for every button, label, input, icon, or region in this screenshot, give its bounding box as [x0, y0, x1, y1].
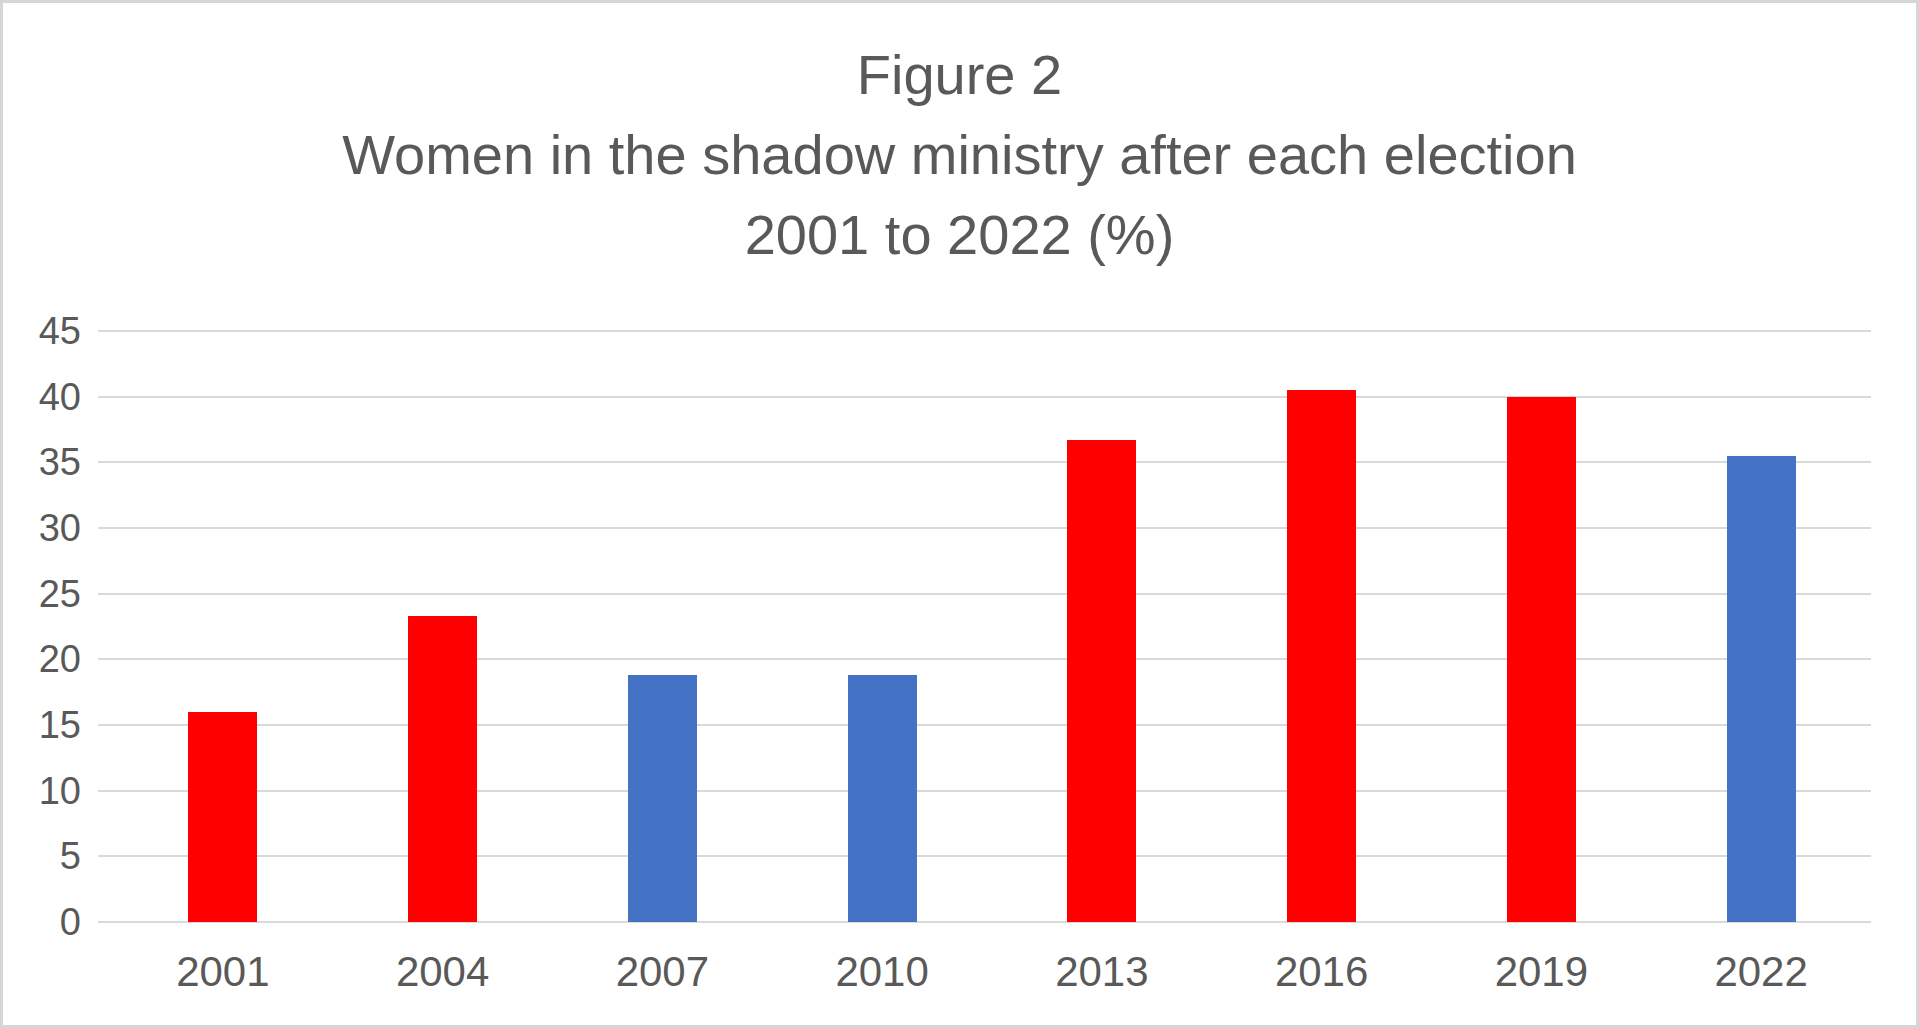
gridline [98, 527, 1871, 529]
x-axis-tick-label-2004: 2004 [333, 947, 553, 997]
gridline [98, 330, 1871, 332]
y-axis-tick-label: 45 [3, 307, 81, 355]
x-axis-tick-label-2019: 2019 [1431, 947, 1651, 997]
bar-2019 [1507, 397, 1576, 922]
y-axis-tick-label: 25 [3, 570, 81, 618]
bar-2004 [408, 616, 477, 922]
gridline [98, 921, 1871, 923]
gridline [98, 658, 1871, 660]
gridline [98, 593, 1871, 595]
x-axis-tick-label-2016: 2016 [1212, 947, 1432, 997]
y-axis-tick-label: 0 [3, 898, 81, 946]
y-axis-tick-label: 30 [3, 504, 81, 552]
x-axis-tick-label-2007: 2007 [552, 947, 772, 997]
x-axis-tick-label-2013: 2013 [992, 947, 1212, 997]
bar-2022 [1727, 456, 1796, 922]
x-axis-tick-label-2010: 2010 [772, 947, 992, 997]
gridline [98, 855, 1871, 857]
y-axis-tick-label: 20 [3, 635, 81, 683]
x-axis-tick-label-2022: 2022 [1651, 947, 1871, 997]
y-axis-tick-label: 35 [3, 438, 81, 486]
gridline [98, 396, 1871, 398]
chart-title-line-3: 2001 to 2022 (%) [3, 195, 1916, 275]
y-axis-tick-label: 10 [3, 767, 81, 815]
gridline [98, 724, 1871, 726]
bar-2013 [1067, 440, 1136, 922]
bar-2010 [848, 675, 917, 922]
bar-2001 [188, 712, 257, 922]
y-axis-tick-label: 5 [3, 832, 81, 880]
bar-2007 [628, 675, 697, 922]
chart-title: Figure 2 Women in the shadow ministry af… [3, 35, 1916, 275]
chart-frame: Figure 2 Women in the shadow ministry af… [0, 0, 1919, 1028]
y-axis-tick-label: 15 [3, 701, 81, 749]
gridline [98, 461, 1871, 463]
x-axis-tick-label-2001: 2001 [113, 947, 333, 997]
gridline [98, 790, 1871, 792]
y-axis-tick-label: 40 [3, 373, 81, 421]
chart-title-line-1: Figure 2 [3, 35, 1916, 115]
chart-title-line-2: Women in the shadow ministry after each … [3, 115, 1916, 195]
bar-2016 [1287, 390, 1356, 922]
